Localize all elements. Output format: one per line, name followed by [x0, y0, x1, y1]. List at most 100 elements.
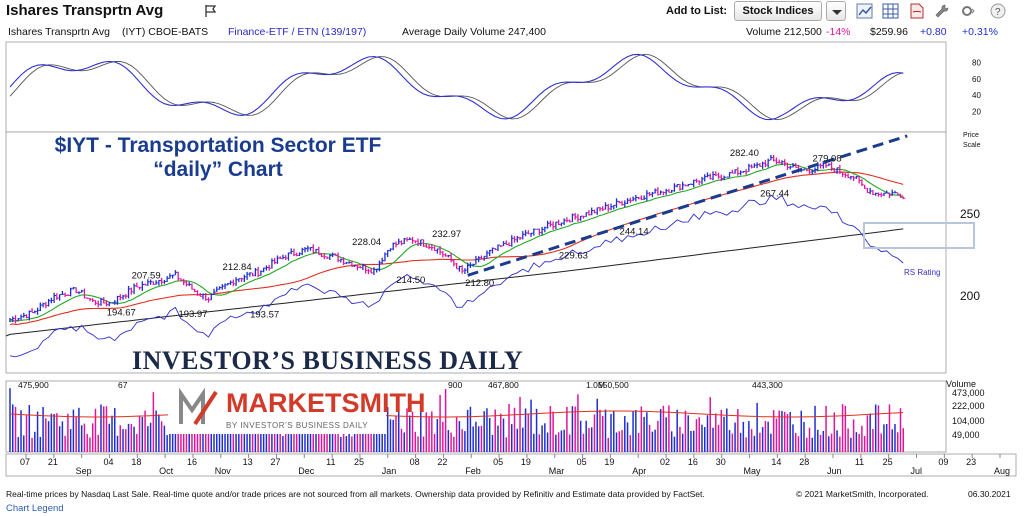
- info-group[interactable]: Finance-ETF / ETN (139/197): [228, 26, 367, 38]
- x-tick-label: 09: [938, 457, 948, 467]
- oscillator-tick-label: 20: [972, 108, 981, 117]
- footer-disclaimer: Real-time prices by Nasdaq Last Sale. Re…: [6, 489, 705, 499]
- volume-peak-label: 67: [118, 380, 128, 390]
- price-panel: RS Rating 194.67 207.59 193.97 212.84 193.57 2…: [5, 134, 975, 358]
- price-scale-label: Price: [963, 132, 979, 139]
- x-tick-label: 16: [688, 457, 698, 467]
- volume-peak-label: 467,800: [488, 380, 519, 390]
- info-change-pct: +0.31%: [962, 26, 998, 38]
- volume-peak-label: 900: [448, 380, 462, 390]
- svg-text:?: ?: [995, 7, 1001, 18]
- x-tick-label: 05: [577, 457, 587, 467]
- swing-label: 207.59: [132, 271, 161, 282]
- swing-label: 282.40: [730, 148, 759, 159]
- x-tick-label: Feb: [465, 466, 481, 476]
- x-tick-label: Sep: [76, 466, 92, 476]
- x-tick-label: Apr: [632, 466, 646, 476]
- price-scale-label: Scale: [963, 142, 981, 149]
- rs-rating-label: RS Rating: [904, 268, 940, 277]
- volume-peak-label: 443,300: [752, 380, 783, 390]
- volume-peak-label: 550,500: [598, 380, 629, 390]
- x-tick-label: 13: [243, 457, 253, 467]
- page-title: Ishares Transprtn Avg: [6, 2, 164, 19]
- volume-axis-label: Volume: [946, 379, 976, 389]
- x-tick-label: 19: [604, 457, 614, 467]
- footer-date: 06.30.2021: [968, 489, 1011, 499]
- axes: 200250PriceScale20406080Volume473,000222…: [18, 58, 1010, 476]
- volume-tick-label: 49,000: [952, 430, 980, 440]
- oscillator-tick-label: 60: [972, 75, 981, 84]
- oscillator-line: [9, 53, 904, 121]
- info-name: Ishares Transprtn Avg: [8, 26, 110, 38]
- oscillator-tick-label: 40: [972, 91, 981, 100]
- x-tick-label: Dec: [298, 466, 315, 476]
- swing-label: 193.57: [250, 310, 279, 321]
- rs-line: [9, 194, 904, 358]
- chart-legend-link[interactable]: Chart Legend: [6, 503, 64, 514]
- x-tick-label: Jul: [911, 466, 923, 476]
- chart-frames: [5, 41, 1017, 477]
- marketsmith-name: MARKETSMITH: [226, 388, 426, 418]
- volume-tick-label: 222,000: [952, 401, 985, 411]
- annotation-line1: $IYT - Transportation Sector ETF: [54, 134, 382, 157]
- top-toolbar: Ishares Transprtn Avg Add to List: Stock…: [0, 0, 1024, 24]
- help-icon[interactable]: ?: [990, 3, 1007, 19]
- swing-label: 228.04: [352, 237, 381, 248]
- swing-label: 232.97: [432, 229, 461, 240]
- x-tick-label: 30: [716, 457, 726, 467]
- ma-green-line: [9, 163, 904, 322]
- chart-icon[interactable]: [856, 3, 873, 19]
- list-select[interactable]: Stock Indices: [734, 1, 822, 21]
- x-tick-label: Mar: [549, 466, 565, 476]
- ma-red-line: [9, 171, 904, 326]
- x-tick-label: 21: [48, 457, 58, 467]
- swing-label: 194.67: [107, 308, 136, 319]
- x-tick-label: 25: [354, 457, 364, 467]
- x-tick-label: 23: [966, 457, 976, 467]
- pdf-icon[interactable]: [908, 3, 925, 19]
- x-tick-label: 11: [326, 457, 335, 467]
- x-tick-label: 04: [103, 457, 113, 467]
- trend-line: [467, 134, 908, 277]
- chart-annotation: $IYT - Transportation Sector ETF “daily”…: [18, 134, 418, 182]
- swing-label: 214.50: [396, 275, 425, 286]
- x-tick-label: 02: [660, 457, 670, 467]
- annotation-line2: “daily” Chart: [153, 158, 283, 181]
- x-tick-label: 25: [883, 457, 893, 467]
- info-avg-volume: Average Daily Volume 247,400: [402, 26, 546, 38]
- info-ticker: (IYT) CBOE-BATS: [122, 26, 209, 38]
- volume-peak-label: 475,900: [18, 380, 49, 390]
- info-volume: Volume 212,500: [746, 26, 822, 38]
- flag-icon[interactable]: [204, 4, 218, 18]
- price-tick-label: 250: [960, 207, 980, 221]
- x-tick-label: 16: [187, 457, 197, 467]
- settings-icon[interactable]: [960, 3, 977, 19]
- x-tick-label: 28: [799, 457, 809, 467]
- swing-label: 229.63: [559, 250, 588, 261]
- swing-label: 212.80: [465, 278, 494, 289]
- x-tick-label: Oct: [159, 466, 174, 476]
- swing-label: 244.14: [620, 227, 649, 238]
- x-tick-label: 18: [131, 457, 141, 467]
- swing-label: 193.97: [178, 309, 207, 320]
- x-tick-label: Jun: [827, 466, 842, 476]
- x-tick-label: May: [744, 466, 762, 476]
- oscillator-panel: [9, 53, 904, 121]
- x-tick-label: 27: [270, 457, 280, 467]
- swing-label: 212.84: [223, 262, 252, 273]
- volume-peak-label: 1.0M: [586, 380, 605, 390]
- oscillator-tick-label: 80: [972, 58, 981, 67]
- wrench-icon[interactable]: [934, 3, 951, 19]
- x-tick-label: Nov: [215, 466, 232, 476]
- chevron-down-icon[interactable]: [826, 1, 846, 21]
- x-tick-label: 14: [771, 457, 781, 467]
- price-chart[interactable]: RS Rating 194.67 207.59 193.97 212.84 193.57 2…: [0, 40, 1024, 486]
- volume-ma-line: [9, 410, 904, 418]
- x-tick-label: 07: [20, 457, 30, 467]
- grid-icon[interactable]: [882, 3, 899, 19]
- info-price: $259.96: [870, 26, 908, 38]
- price-tick-label: 200: [960, 289, 980, 303]
- footer-copyright: © 2021 MarketSmith, Incorporated.: [796, 489, 929, 499]
- x-tick-label: 05: [493, 457, 503, 467]
- swing-label: 279.08: [813, 153, 842, 164]
